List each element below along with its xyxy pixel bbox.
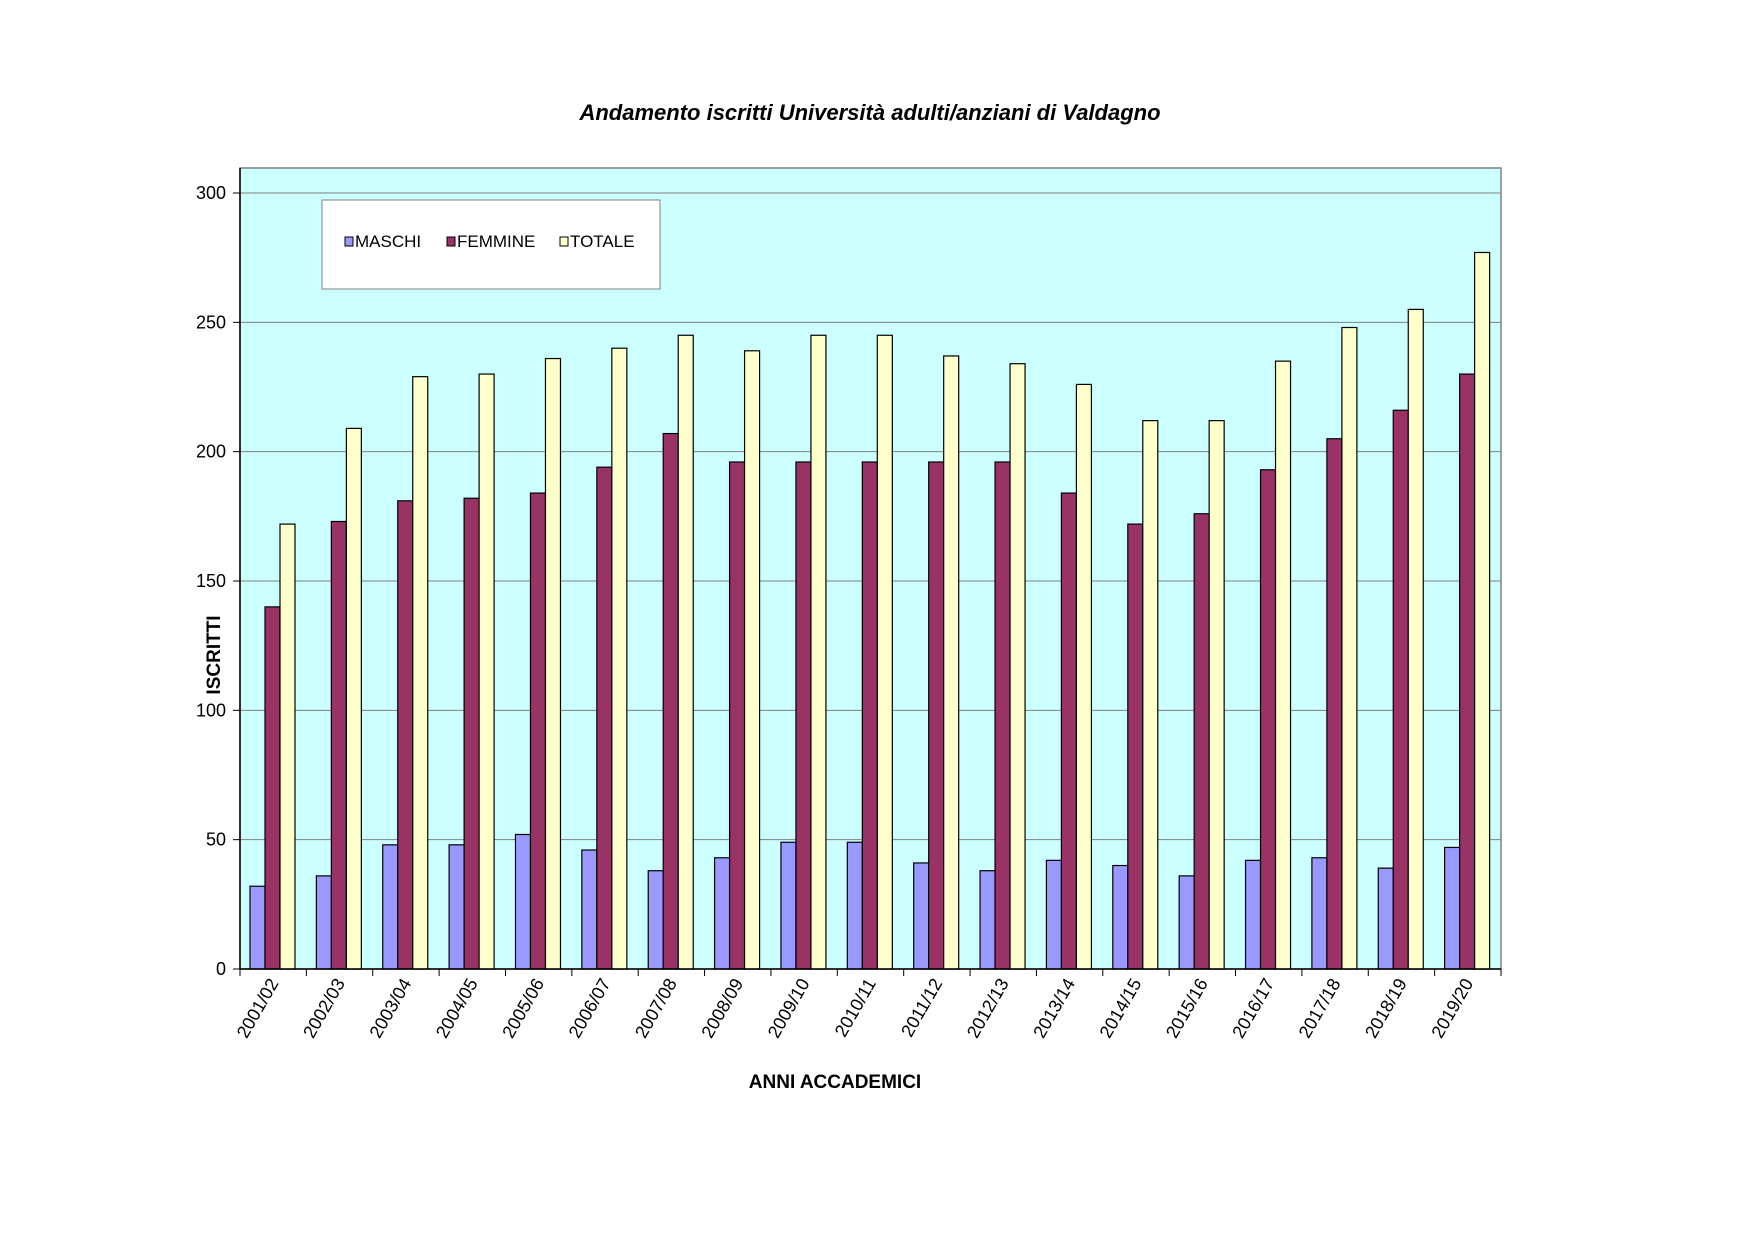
bar-totale-2015-16	[1208, 420, 1225, 970]
x-tick-label: 2004/05	[432, 975, 482, 1041]
x-tick-label: 2007/08	[631, 975, 681, 1041]
y-tick-label: 300	[196, 183, 226, 203]
bar-maschi-2014-15	[1112, 864, 1129, 970]
bar-totale-2007-08	[677, 334, 694, 970]
bar-maschi-2019-20	[1444, 846, 1461, 970]
bar-femmine-2013-14	[1060, 492, 1078, 970]
bar-maschi-2015-16	[1178, 875, 1195, 970]
legend: MASCHI FEMMINE TOTALE	[321, 199, 661, 290]
bar-femmine-2016-17	[1259, 469, 1277, 970]
bar-femmine-2018-19	[1392, 409, 1409, 970]
bar-totale-2001-02	[279, 523, 296, 970]
bar-femmine-2012-13	[994, 461, 1011, 970]
bar-maschi-2008-09	[713, 857, 731, 970]
bar-maschi-2009-10	[780, 841, 797, 970]
bar-maschi-2004-05	[448, 844, 465, 970]
bar-totale-2009-10	[810, 334, 827, 970]
bar-maschi-2002-03	[315, 875, 332, 970]
bar-totale-2014-15	[1142, 420, 1159, 970]
bar-totale-2005-06	[544, 357, 562, 970]
x-tick-label: 2001/02	[233, 975, 283, 1041]
x-tick-label: 2008/09	[697, 975, 747, 1041]
bar-maschi-2012-13	[979, 870, 996, 970]
bar-femmine-2015-16	[1193, 513, 1210, 970]
bar-totale-2006-07	[611, 347, 628, 970]
bar-totale-2012-13	[1009, 363, 1026, 970]
bar-totale-2011-12	[943, 355, 960, 970]
x-tick-label: 2011/12	[897, 975, 946, 1040]
bar-femmine-2010-11	[861, 461, 878, 970]
y-tick-label: 150	[196, 571, 226, 591]
x-tick-label: 2006/07	[565, 975, 615, 1041]
legend-swatch-totale	[559, 236, 569, 247]
bar-totale-2010-11	[876, 334, 893, 970]
bar-femmine-2011-12	[928, 461, 945, 970]
bar-femmine-2006-07	[596, 466, 613, 970]
bar-femmine-2019-20	[1459, 373, 1476, 970]
y-tick-labels: 0 50 100 150 200 250 300	[196, 183, 226, 979]
x-tick-label: 2015/16	[1162, 975, 1212, 1041]
bar-totale-2008-09	[743, 350, 761, 970]
bar-femmine-2003-04	[397, 500, 414, 970]
y-tick-label: 200	[196, 442, 226, 462]
bar-femmine-2004-05	[463, 497, 480, 970]
bar-maschi-2007-08	[647, 870, 664, 970]
y-axis-title: ISCRITTI	[204, 615, 225, 694]
bar-maschi-2018-19	[1377, 867, 1394, 970]
bar-femmine-2001-02	[264, 606, 281, 970]
bar-maschi-2003-04	[382, 844, 399, 970]
bar-femmine-2007-08	[662, 432, 679, 970]
legend-swatch-femmine	[446, 236, 456, 247]
bar-totale-2004-05	[478, 373, 495, 970]
bar-femmine-2014-15	[1127, 523, 1144, 970]
bar-maschi-2017-18	[1311, 857, 1328, 970]
axes	[233, 168, 1502, 976]
bar-totale-2016-17	[1274, 360, 1292, 970]
bar-maschi-2006-07	[581, 849, 598, 970]
x-tick-label: 2003/04	[366, 975, 416, 1041]
x-tick-label: 2013/14	[1029, 975, 1079, 1041]
y-tick-label: 250	[196, 312, 226, 332]
bar-maschi-2016-17	[1244, 859, 1262, 970]
legend-label-totale: TOTALE	[570, 232, 635, 251]
y-tick-label: 100	[196, 700, 226, 720]
x-axis-title: ANNI ACCADEMICI	[749, 1072, 921, 1093]
chart-title: Andamento iscritti Università adulti/anz…	[578, 100, 1160, 125]
x-tick-label: 2005/06	[498, 975, 548, 1041]
legend-swatch-maschi	[344, 236, 354, 247]
bar-maschi-2013-14	[1045, 859, 1063, 970]
bar-femmine-2005-06	[529, 492, 547, 970]
x-tick-labels: 2001/02 2002/03 2003/04 2004/05 2005/06 2006/…	[233, 975, 1477, 1041]
bar-totale-2003-04	[412, 376, 429, 970]
bars	[249, 251, 1491, 970]
bar-maschi-2005-06	[514, 833, 532, 970]
x-tick-label: 2018/19	[1361, 975, 1411, 1041]
bar-totale-2013-14	[1075, 383, 1093, 970]
bar-femmine-2017-18	[1326, 438, 1343, 970]
legend-label-femmine: FEMMINE	[457, 232, 535, 251]
x-tick-label: 2014/15	[1096, 975, 1146, 1041]
x-tick-label: 2002/03	[299, 975, 349, 1041]
legend-label-maschi: MASCHI	[355, 232, 421, 251]
bar-totale-2017-18	[1341, 326, 1358, 970]
bar-totale-2002-03	[345, 427, 362, 970]
x-tick-label: 2012/13	[963, 975, 1013, 1041]
legend-box	[321, 199, 661, 290]
bar-femmine-2008-09	[728, 461, 746, 970]
x-tick-label: 2016/17	[1228, 975, 1278, 1041]
bar-maschi-2001-02	[249, 885, 266, 970]
x-tick-label: 2017/18	[1295, 975, 1345, 1041]
x-tick-label: 2010/11	[831, 975, 880, 1040]
bar-femmine-2002-03	[330, 520, 347, 970]
bar-totale-2018-19	[1407, 308, 1424, 970]
bar-femmine-2009-10	[795, 461, 812, 970]
bar-totale-2019-20	[1474, 251, 1491, 970]
x-tick-label: 2019/20	[1427, 975, 1477, 1041]
bar-maschi-2010-11	[846, 841, 863, 970]
bar-maschi-2011-12	[913, 862, 930, 970]
x-tick-label: 2009/10	[764, 975, 814, 1041]
y-tick-label: 50	[206, 830, 226, 850]
y-tick-label: 0	[216, 959, 226, 979]
